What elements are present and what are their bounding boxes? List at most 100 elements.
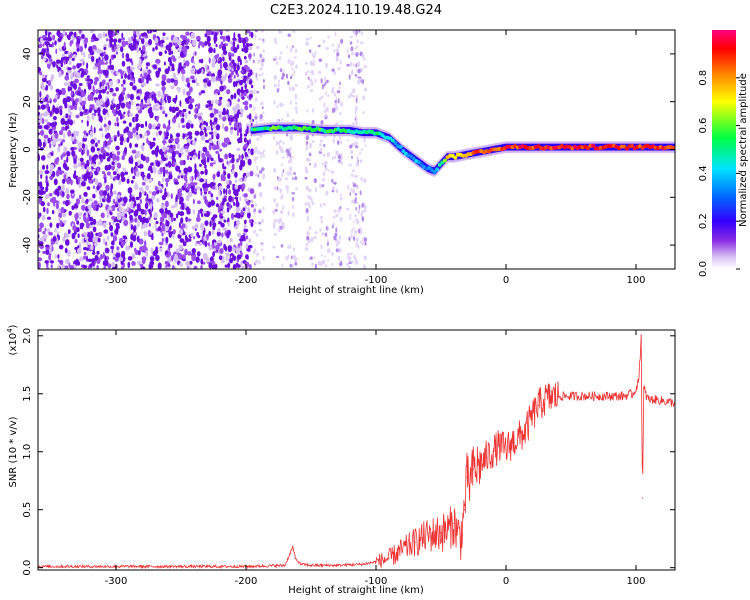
noise-speck (57, 37, 62, 42)
noise-speck (201, 213, 204, 218)
noise-speck (41, 73, 45, 79)
noise-speck (307, 76, 310, 80)
noise-speck (189, 260, 193, 265)
noise-speck (217, 239, 222, 244)
noise-speck (261, 101, 264, 106)
noise-speck (335, 213, 339, 218)
noise-speck (241, 96, 245, 100)
y-tick-label: 1.0 (22, 444, 33, 460)
noise-speck (132, 225, 137, 233)
snr-point (557, 395, 559, 397)
noise-speck (262, 79, 265, 83)
noise-speck (88, 216, 94, 222)
noise-speck (230, 94, 234, 100)
colorbar-tick-label: 0.2 (698, 213, 709, 229)
noise-speck (216, 109, 219, 114)
noise-speck (311, 262, 314, 267)
noise-speck (114, 256, 119, 262)
noise-speck (154, 223, 157, 229)
snr-xlabel: Height of straight line (km) (288, 585, 424, 596)
noise-speck (236, 44, 240, 50)
noise-speck (192, 154, 197, 160)
noise-speck (244, 105, 249, 111)
noise-speck (191, 225, 196, 230)
noise-speck (66, 193, 70, 200)
noise-speck (181, 117, 185, 123)
noise-speck (122, 196, 128, 204)
noise-speck (257, 59, 260, 65)
noise-speck (340, 152, 343, 158)
noise-speck (192, 182, 198, 186)
noise-speck (141, 76, 145, 84)
noise-speck (200, 90, 206, 94)
noise-speck (143, 230, 147, 237)
noise-speck (165, 154, 168, 158)
noise-speck (74, 238, 78, 244)
noise-speck (179, 211, 185, 217)
noise-speck (50, 260, 54, 264)
noise-speck (222, 107, 226, 114)
snr-point (459, 538, 462, 540)
noise-speck (334, 31, 337, 37)
noise-speck (64, 166, 70, 171)
snr-point (453, 523, 455, 525)
noise-speck (280, 30, 283, 34)
noise-speck (161, 140, 167, 144)
snr-point (622, 395, 624, 397)
noise-speck (325, 91, 327, 96)
noise-speck (156, 198, 160, 203)
noise-speck (217, 69, 223, 76)
noise-speck (46, 45, 49, 52)
noise-speck (147, 229, 151, 237)
noise-speck (354, 197, 357, 201)
noise-speck (44, 96, 48, 102)
noise-speck (232, 255, 237, 261)
noise-speck (243, 193, 248, 198)
noise-speck (193, 149, 196, 153)
noise-speck (49, 111, 53, 116)
noise-speck (320, 253, 323, 257)
noise-speck (176, 143, 180, 150)
noise-speck (151, 123, 156, 130)
noise-speck (197, 200, 201, 205)
noise-speck (229, 40, 234, 45)
noise-speck (142, 44, 146, 52)
noise-speck (72, 80, 77, 84)
noise-speck (116, 79, 119, 84)
noise-speck (111, 150, 115, 154)
noise-speck (113, 40, 116, 47)
noise-speck (132, 175, 136, 180)
noise-speck (261, 242, 264, 246)
colorbar-gradient (712, 30, 736, 269)
noise-speck (96, 264, 99, 269)
noise-speck (255, 120, 258, 126)
noise-speck (207, 81, 212, 87)
chart-title: C2E3.2024.110.19.48.G24 (270, 3, 442, 18)
noise-speck (129, 58, 132, 63)
noise-speck (135, 113, 139, 119)
noise-speck (223, 243, 227, 250)
noise-speck (357, 209, 361, 215)
noise-speck (200, 190, 203, 196)
noise-speck (340, 193, 342, 197)
noise-speck (70, 73, 74, 80)
noise-speck (250, 31, 254, 39)
noise-speck (252, 106, 256, 111)
noise-speck (320, 120, 324, 125)
noise-speck (44, 30, 48, 36)
noise-speck (139, 263, 144, 268)
noise-speck (136, 47, 140, 54)
noise-speck (101, 212, 105, 219)
noise-speck (311, 120, 315, 125)
noise-speck (142, 181, 146, 186)
noise-speck (348, 164, 352, 167)
noise-speck (290, 100, 292, 105)
noise-speck (243, 137, 247, 143)
noise-speck (230, 126, 234, 131)
noise-speck (317, 260, 321, 266)
noise-speck (66, 151, 71, 157)
noise-speck (311, 201, 315, 206)
noise-speck (50, 76, 53, 83)
